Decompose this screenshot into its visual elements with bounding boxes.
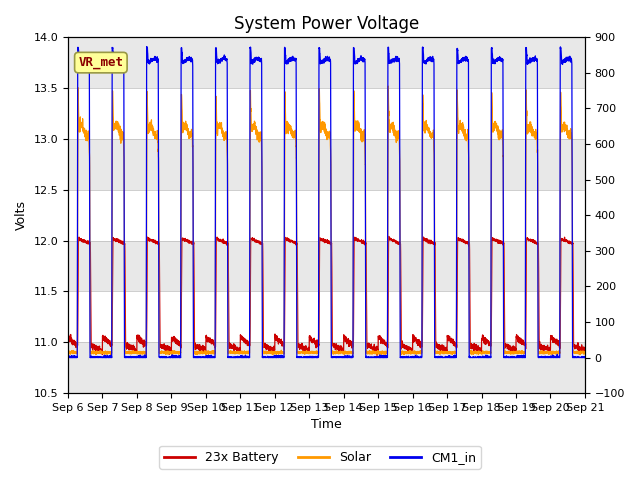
Legend: 23x Battery, Solar, CM1_in: 23x Battery, Solar, CM1_in <box>159 446 481 469</box>
Y-axis label: Volts: Volts <box>15 200 28 230</box>
Text: VR_met: VR_met <box>78 56 124 69</box>
Bar <box>68 342 585 393</box>
Bar <box>68 37 585 88</box>
Bar <box>68 139 585 190</box>
Title: System Power Voltage: System Power Voltage <box>234 15 419 33</box>
Bar <box>68 240 585 291</box>
X-axis label: Time: Time <box>311 419 342 432</box>
